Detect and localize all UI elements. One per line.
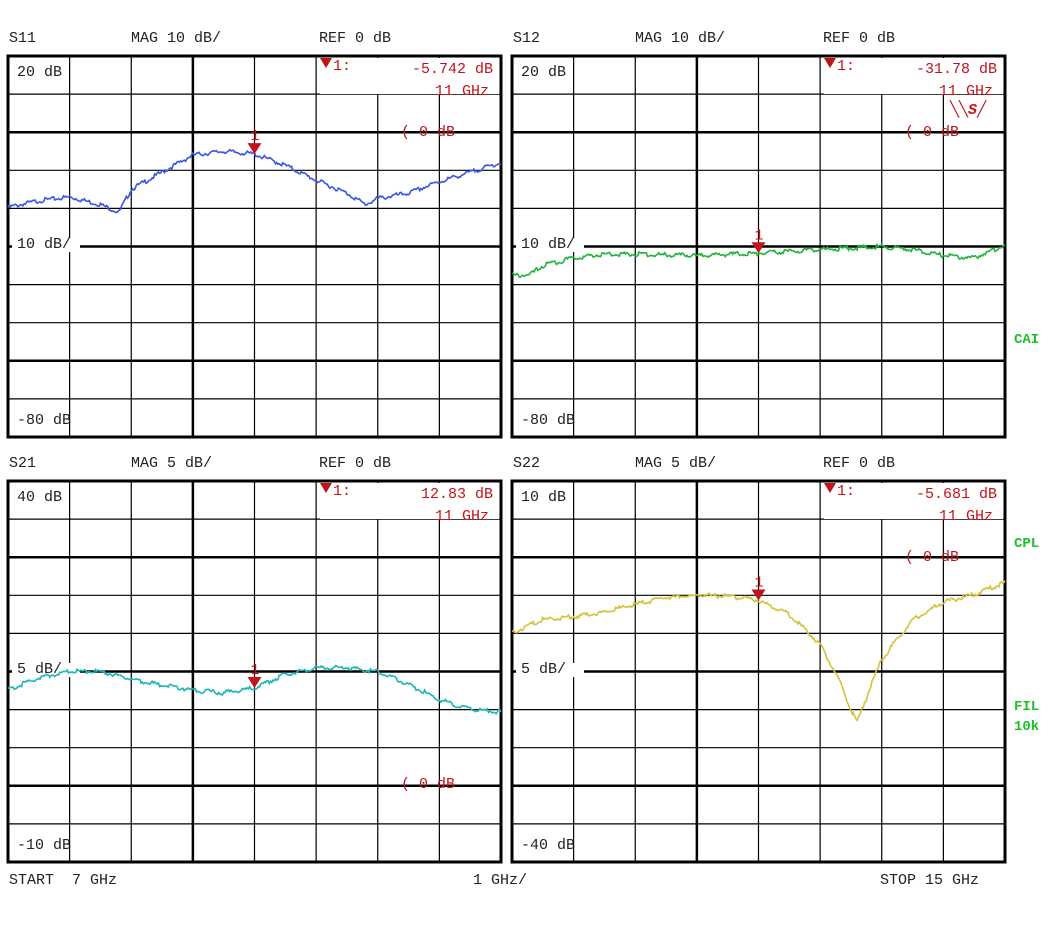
marker-value: 12.83 dB xyxy=(420,486,493,503)
reference-label: REF 0 dB xyxy=(823,30,896,47)
scale-per-division-label: 10 dB/ xyxy=(521,236,576,253)
scale-per-division-label: 10 dB/ xyxy=(17,236,72,253)
reference-label: REF 0 dB xyxy=(319,455,392,472)
marker-number: 1 xyxy=(755,227,764,244)
graticule-border xyxy=(510,54,1007,439)
format-label: MAG 10 dB/ xyxy=(131,30,222,47)
marker-triangle-icon xyxy=(751,589,766,601)
bottom-scale-label: -80 dB xyxy=(17,412,72,429)
sweep-status-icon: ╲╲S╱ xyxy=(950,102,987,119)
scale-label-background xyxy=(516,238,584,252)
start-frequency: START 7 GHz xyxy=(9,872,118,889)
marker-frequency: 11 GHz xyxy=(938,83,993,100)
graticule-border xyxy=(6,479,503,864)
bottom-scale-label: -80 dB xyxy=(521,412,576,429)
marker-value: -5.681 dB xyxy=(915,486,997,503)
scale-per-division-label: 5 dB/ xyxy=(521,661,567,678)
marker-triangle-icon xyxy=(247,143,262,155)
scale-label-background xyxy=(12,238,80,252)
marker-readout-triangle-icon xyxy=(824,483,836,493)
cal-indicator: CAI xyxy=(1014,332,1040,348)
trace-title: S11 xyxy=(9,30,37,47)
marker-frequency: 11 GHz xyxy=(434,508,489,525)
marker-readout-triangle-icon xyxy=(320,58,332,68)
filter-bandwidth: 10k xyxy=(1014,719,1040,735)
stop-frequency: STOP 15 GHz xyxy=(880,872,980,889)
trace-title: S22 xyxy=(513,455,541,472)
marker-label: 1: xyxy=(837,58,856,75)
reference-level-indicator: ( 0 dB xyxy=(905,549,960,566)
frequency-span: 1 GHz/ xyxy=(473,872,528,889)
reference-level-indicator: ( 0 dB xyxy=(401,776,456,793)
reference-level-indicator: ( 0 dB xyxy=(905,124,960,141)
filter-indicator: FIL xyxy=(1014,699,1040,715)
trace-line xyxy=(511,580,1006,723)
marker-readout-background xyxy=(824,483,1003,519)
trace-title: S12 xyxy=(513,30,541,47)
graticule-border xyxy=(510,479,1007,864)
format-label: MAG 10 dB/ xyxy=(635,30,726,47)
scale-label-background xyxy=(12,663,80,677)
trace-line xyxy=(7,664,502,715)
bottom-scale-label: -40 dB xyxy=(521,837,576,854)
marker-triangle-icon xyxy=(247,677,262,689)
format-label: MAG 5 dB/ xyxy=(131,455,213,472)
marker-number: 1 xyxy=(755,574,764,591)
marker-frequency: 11 GHz xyxy=(938,508,993,525)
marker-readout-background xyxy=(320,58,499,94)
reference-level-indicator: ( 0 dB xyxy=(401,124,456,141)
marker-label: 1: xyxy=(837,483,856,500)
marker-frequency: 11 GHz xyxy=(434,83,489,100)
top-scale-label: 20 dB xyxy=(521,64,567,81)
marker-label: 1: xyxy=(333,483,352,500)
reference-label: REF 0 dB xyxy=(823,455,896,472)
marker-value: -5.742 dB xyxy=(411,61,493,78)
trace-line xyxy=(511,242,1006,278)
graticule-border xyxy=(6,54,503,439)
top-scale-label: 10 dB xyxy=(521,489,567,506)
marker-value: -31.78 dB xyxy=(915,61,997,78)
trace-title: S21 xyxy=(9,455,37,472)
reference-label: REF 0 dB xyxy=(319,30,392,47)
bottom-scale-label: -10 dB xyxy=(17,837,72,854)
top-scale-label: 20 dB xyxy=(17,64,63,81)
marker-readout-background xyxy=(320,483,499,519)
marker-number: 1 xyxy=(251,662,260,679)
marker-triangle-icon xyxy=(751,242,766,254)
marker-number: 1 xyxy=(251,128,260,145)
marker-readout-triangle-icon xyxy=(320,483,332,493)
coupling-indicator: CPL xyxy=(1014,536,1040,552)
marker-readout-background xyxy=(824,58,1003,94)
scale-per-division-label: 5 dB/ xyxy=(17,661,63,678)
scale-label-background xyxy=(516,663,584,677)
marker-readout-triangle-icon xyxy=(824,58,836,68)
format-label: MAG 5 dB/ xyxy=(635,455,717,472)
top-scale-label: 40 dB xyxy=(17,489,63,506)
marker-label: 1: xyxy=(333,58,352,75)
